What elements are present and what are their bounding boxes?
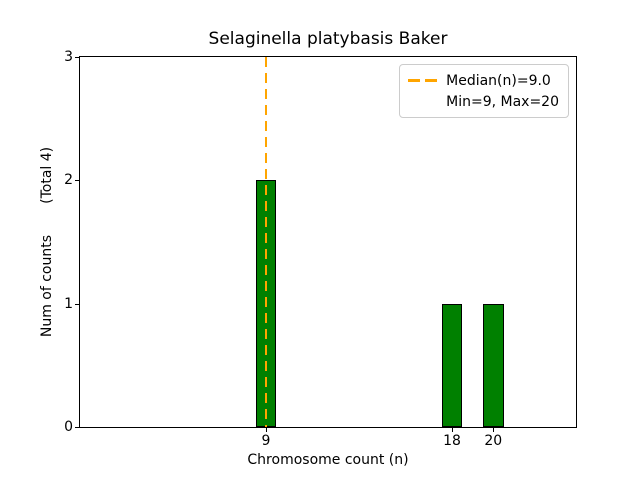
y-tick bbox=[75, 427, 79, 428]
legend-handle-spacer bbox=[408, 100, 437, 103]
legend: Median(n)=9.0 Min=9, Max=20 bbox=[399, 64, 569, 118]
legend-label-minmax: Min=9, Max=20 bbox=[446, 93, 559, 110]
bar-x18 bbox=[441, 303, 463, 427]
y-tick-label: 3 bbox=[64, 49, 73, 65]
y-tick-label: 1 bbox=[64, 295, 73, 312]
x-tick-label: 18 bbox=[443, 433, 461, 449]
y-tick bbox=[75, 303, 79, 305]
chart-title: Selaginella platybasis Baker bbox=[208, 29, 448, 49]
y-tick bbox=[75, 180, 79, 182]
x-tick bbox=[452, 428, 453, 432]
y-tick-label: 0 bbox=[64, 419, 73, 435]
bar-x20 bbox=[483, 303, 504, 427]
median-line bbox=[265, 57, 267, 427]
legend-label-median: Median(n)=9.0 bbox=[446, 72, 551, 89]
y-tick bbox=[75, 57, 79, 58]
x-tick bbox=[493, 428, 495, 432]
median-dashed-line-icon bbox=[408, 79, 438, 82]
x-tick-label: 20 bbox=[484, 433, 503, 449]
x-axis-label: Chromosome count (n) bbox=[247, 452, 409, 468]
x-tick-label: 9 bbox=[261, 433, 271, 449]
y-tick-label: 2 bbox=[64, 172, 73, 189]
legend-entry-minmax: Min=9, Max=20 bbox=[408, 91, 559, 112]
plot-area bbox=[79, 56, 577, 428]
legend-entry-median: Median(n)=9.0 bbox=[408, 70, 559, 91]
x-tick bbox=[266, 428, 267, 432]
